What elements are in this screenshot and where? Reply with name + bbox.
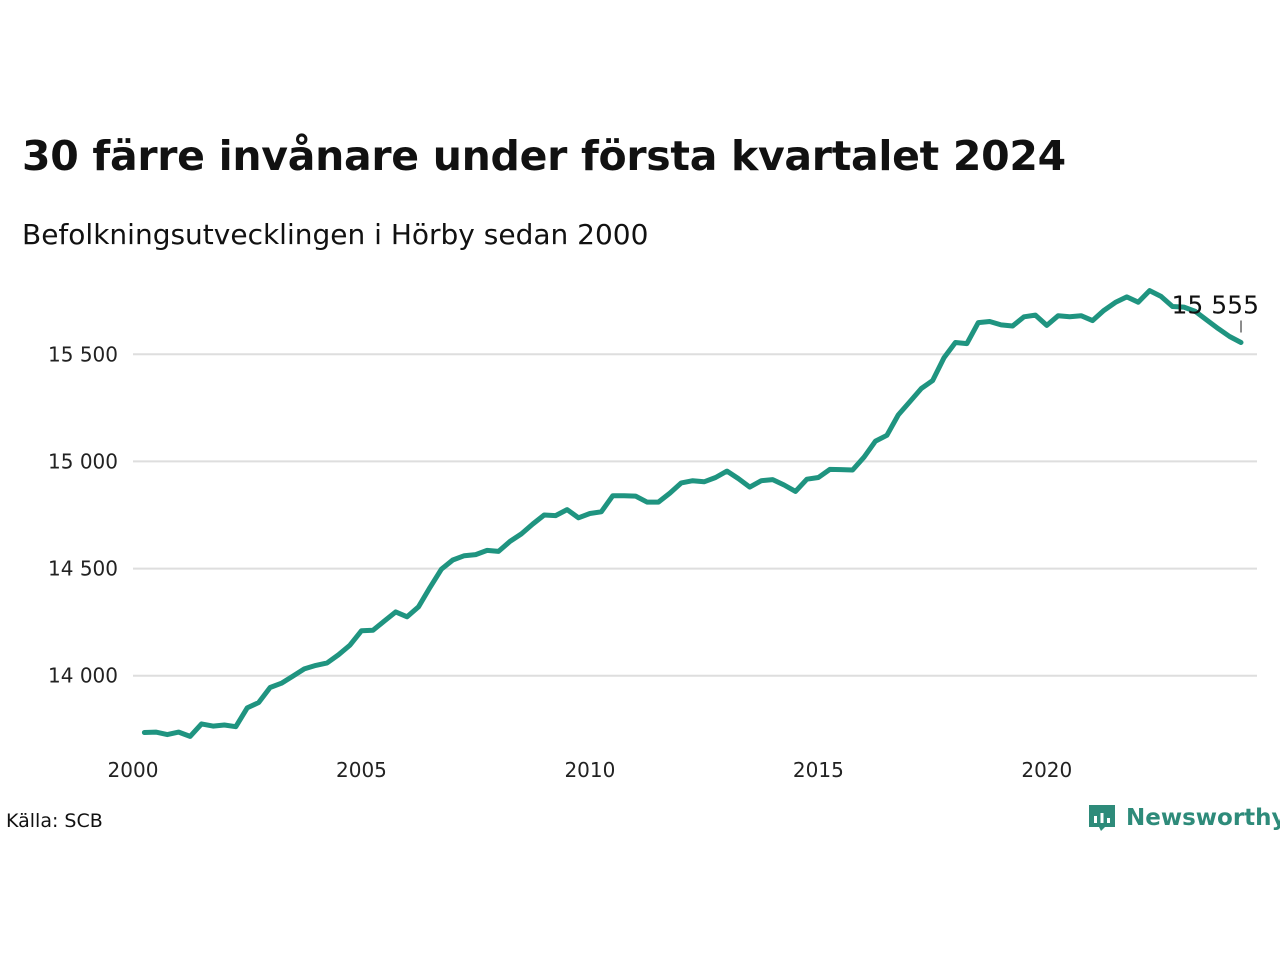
x-tick-label: 2005 xyxy=(336,758,387,782)
y-tick-label: 15 000 xyxy=(48,449,118,473)
x-tick-label: 2020 xyxy=(1021,758,1072,782)
brand-name: Newsworthy xyxy=(1126,805,1280,831)
y-tick-label: 14 500 xyxy=(48,557,118,581)
y-tick-label: 15 500 xyxy=(48,342,118,366)
series-line xyxy=(141,288,1244,739)
x-tick-label: 2010 xyxy=(564,758,615,782)
series-lines xyxy=(141,288,1244,739)
source-note: Källa: SCB xyxy=(6,810,103,832)
chart-subtitle: Befolkningsutvecklingen i Hörby sedan 20… xyxy=(22,218,649,251)
gridlines xyxy=(133,353,1257,677)
newsworthy-logo-icon xyxy=(1089,805,1115,831)
chart-title: 30 färre invånare under första kvartalet… xyxy=(22,132,1066,180)
x-tick-label: 2000 xyxy=(108,758,159,782)
x-axis-ticks: 2000 2005 2010 2015 2020 xyxy=(108,758,1073,782)
last-value-annotation: 15 555 xyxy=(1172,291,1259,333)
brand-logo: Newsworthy xyxy=(1088,804,1280,832)
x-tick-label: 2015 xyxy=(793,758,844,782)
y-tick-label: 14 000 xyxy=(48,664,118,688)
last-value-label: 15 555 xyxy=(1172,291,1259,320)
y-axis-ticks: 14 000 14 500 15 000 15 500 xyxy=(48,342,118,687)
